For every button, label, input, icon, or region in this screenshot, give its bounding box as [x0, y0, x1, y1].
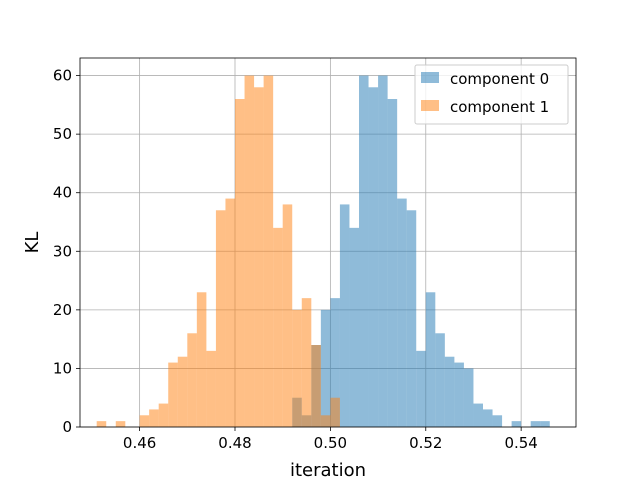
histogram-bar: [416, 350, 426, 427]
histogram-bar: [215, 210, 226, 427]
legend-label-component-0: component 0: [450, 70, 549, 88]
histogram-bar: [244, 75, 255, 428]
histogram-bar: [254, 87, 264, 428]
histogram-bar: [530, 421, 541, 427]
histogram-bar: [320, 309, 331, 427]
histogram-bar: [235, 99, 245, 427]
histogram-bar: [511, 421, 522, 427]
legend: component 0 component 1: [414, 64, 569, 125]
x-tick-label: 0.48: [218, 434, 251, 452]
histogram-bar: [187, 333, 197, 427]
histogram-bar: [320, 415, 331, 427]
histogram-bar: [435, 333, 445, 427]
histogram-bar: [483, 409, 493, 427]
histogram-bar: [359, 75, 369, 428]
histogram-bar: [330, 298, 340, 427]
histogram-bar: [349, 227, 359, 427]
histogram-bar: [406, 210, 417, 427]
legend-label-component-1: component 1: [450, 98, 549, 116]
histogram-bar: [273, 227, 283, 427]
histogram-bar: [339, 204, 350, 427]
histogram-bar: [115, 421, 126, 427]
x-tick-label: 0.50: [314, 434, 347, 452]
series-0-bars: [292, 75, 550, 428]
histogram-bar: [196, 292, 207, 427]
x-axis-label: iteration: [290, 460, 366, 480]
legend-swatch-component-1: [421, 100, 439, 111]
histogram-bar: [378, 75, 388, 428]
histogram-bar: [96, 421, 107, 427]
y-tick-label: 60: [53, 67, 72, 85]
y-axis-label: KL: [22, 232, 43, 254]
y-tick-label: 20: [53, 301, 72, 319]
histogram-bar: [149, 409, 159, 427]
x-tick-label: 0.52: [409, 434, 442, 452]
histogram-bar: [540, 421, 550, 427]
histogram-bar: [454, 362, 464, 427]
histogram-bar: [444, 356, 455, 427]
histogram-bar: [463, 368, 474, 427]
series-1-bars: [96, 75, 340, 428]
histogram-bar: [311, 345, 321, 427]
histogram-bar: [206, 350, 216, 427]
histogram-bar: [397, 198, 407, 427]
plot-area-frame: [79, 57, 577, 428]
x-tick-label: 0.54: [504, 434, 537, 452]
histogram-bar: [368, 87, 379, 428]
histogram-bar: [168, 362, 178, 427]
axis-ticks: 0.46 0.48 0.50 0.52 0.54 0 10 20 30 40 50 60: [53, 67, 538, 452]
legend-swatch-component-0: [421, 72, 439, 83]
y-tick-label: 40: [53, 184, 72, 202]
histogram-bar: [225, 198, 235, 427]
histogram-bar: [425, 292, 436, 427]
histogram-bars: [96, 75, 550, 428]
histogram-bar: [282, 204, 293, 427]
legend-box: [414, 64, 569, 125]
y-tick-label: 10: [53, 359, 72, 377]
y-tick-label: 30: [53, 242, 72, 260]
histogram-bar: [292, 309, 302, 427]
histogram-bar: [387, 99, 398, 427]
histogram-bar: [177, 356, 188, 427]
histogram-bar: [139, 415, 150, 427]
histogram-bar: [263, 75, 274, 428]
histogram-bar: [301, 298, 312, 427]
y-tick-label: 0: [62, 418, 72, 436]
histogram-bar: [473, 403, 483, 427]
histogram-bar: [330, 397, 340, 427]
y-tick-label: 50: [53, 125, 72, 143]
x-tick-label: 0.46: [123, 434, 156, 452]
histogram-bar: [158, 403, 169, 427]
histogram-bar: [492, 415, 503, 427]
